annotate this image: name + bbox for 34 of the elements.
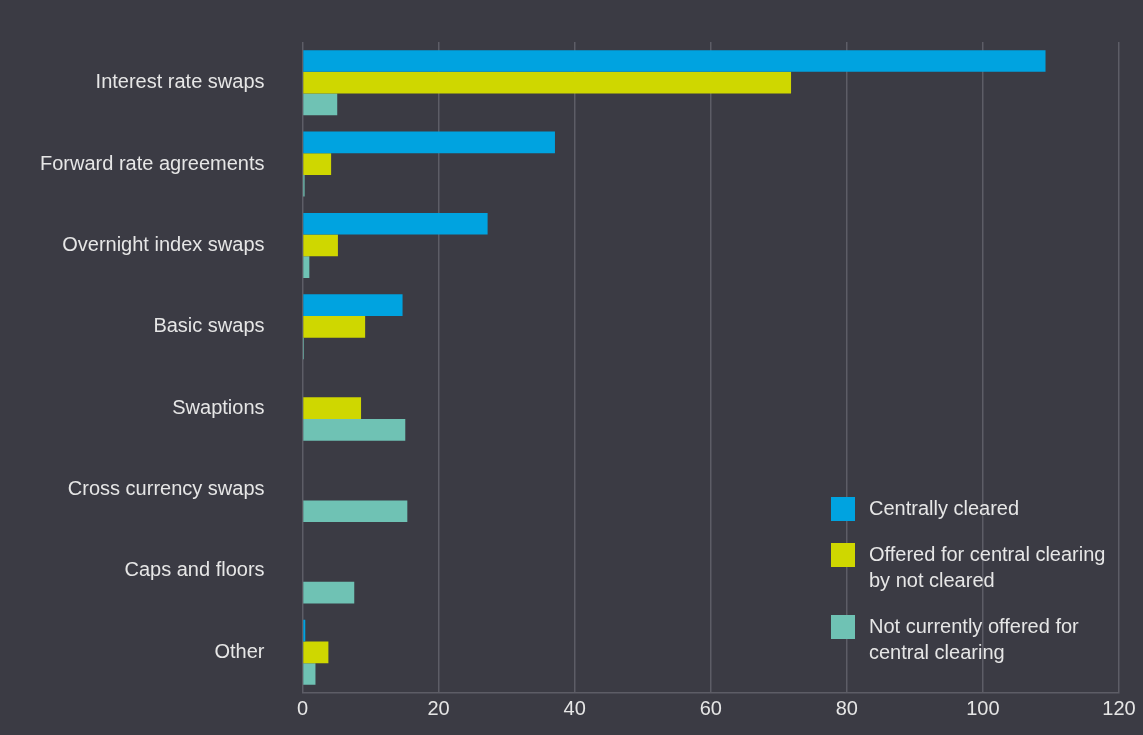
bar <box>303 500 408 523</box>
y-tick-label: Basic swaps <box>153 314 265 337</box>
bar <box>303 315 366 338</box>
y-tick-label: Other <box>214 639 265 662</box>
y-tick-label: Cross currency swaps <box>67 477 265 500</box>
bar <box>303 212 488 235</box>
bar <box>303 71 792 94</box>
bar <box>303 294 403 316</box>
x-tick-label: 20 <box>427 696 450 719</box>
y-tick-label: Interest rate swaps <box>95 70 265 93</box>
bar <box>303 641 329 664</box>
bar <box>303 419 406 441</box>
y-tick-label: Swaptions <box>172 395 265 418</box>
bar <box>303 153 332 175</box>
x-tick-label: 100 <box>966 696 1000 719</box>
legend-label: Offered for central clearing by not cleared <box>869 542 1107 593</box>
bar <box>303 256 310 278</box>
bar <box>303 131 555 154</box>
bar <box>303 234 338 257</box>
x-tick-label: 60 <box>699 696 722 719</box>
legend-label: Not currently offered for central clearing <box>869 614 1080 665</box>
y-tick-label: Caps and floors <box>124 558 265 581</box>
x-tick-label: 80 <box>835 696 858 719</box>
bar <box>303 581 355 604</box>
legend-label: Centrally cleared <box>869 496 1021 521</box>
bar <box>303 663 316 685</box>
x-tick-label: 0 <box>296 696 309 719</box>
x-tick-label: 40 <box>563 696 586 719</box>
bar <box>303 50 1046 72</box>
y-tick-label: Forward rate agreements <box>39 151 265 174</box>
y-tick-label: Overnight index swaps <box>62 232 265 255</box>
bar <box>303 93 338 116</box>
bar <box>303 397 362 420</box>
x-tick-label: 120 <box>1102 696 1136 719</box>
